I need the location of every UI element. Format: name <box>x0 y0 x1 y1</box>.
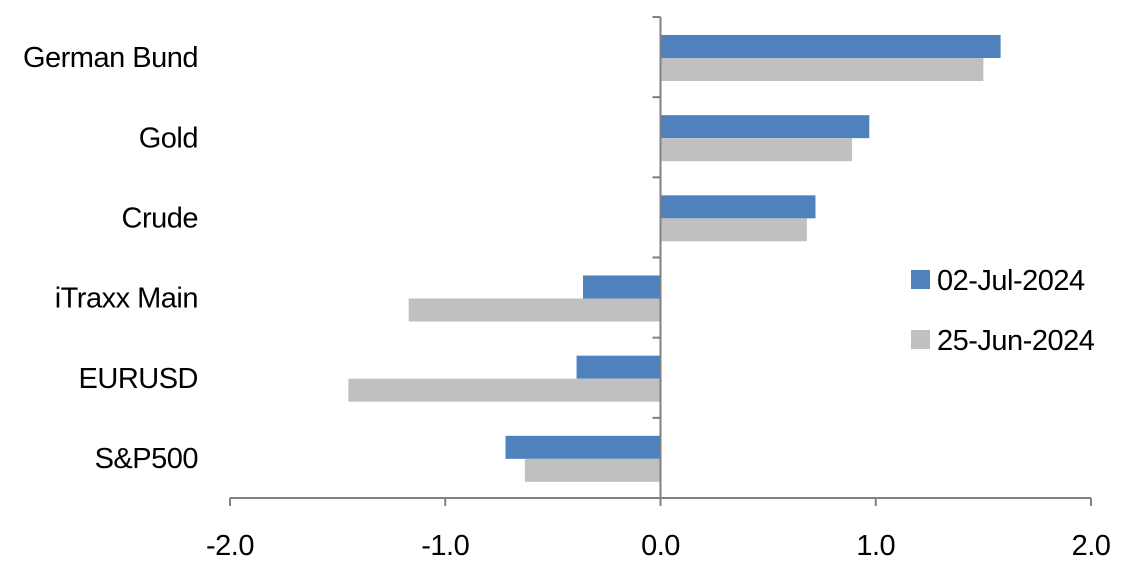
category-label: German Bund <box>23 42 198 74</box>
bar-series2 <box>348 378 661 402</box>
bar-series1 <box>583 275 661 299</box>
bar-series2 <box>660 138 853 162</box>
category-label: EURUSD <box>79 363 198 395</box>
x-tick-label: 0.0 <box>641 530 680 562</box>
legend-label: 25-Jun-2024 <box>937 325 1095 357</box>
x-tick-label: -2.0 <box>206 530 254 562</box>
category-label: Crude <box>122 202 199 234</box>
bar-series2 <box>524 458 661 482</box>
category-label: iTraxx Main <box>55 283 198 315</box>
legend-swatch <box>911 330 930 349</box>
legend-swatch <box>911 270 930 289</box>
bar-series2 <box>660 218 807 242</box>
bar-series2 <box>660 58 984 81</box>
bar-series1 <box>660 35 1001 58</box>
bar-series1 <box>505 435 661 459</box>
bar-series1 <box>660 195 816 219</box>
bar-series1 <box>660 115 870 139</box>
legend-label: 02-Jul-2024 <box>937 265 1085 297</box>
bar-series1 <box>576 355 661 379</box>
x-tick-label: 2.0 <box>1072 530 1111 562</box>
bar-series2 <box>408 298 661 322</box>
x-tick-label: 1.0 <box>856 530 895 562</box>
x-tick-label: -1.0 <box>421 530 469 562</box>
category-label: S&P500 <box>95 443 198 475</box>
category-label: Gold <box>139 122 198 154</box>
